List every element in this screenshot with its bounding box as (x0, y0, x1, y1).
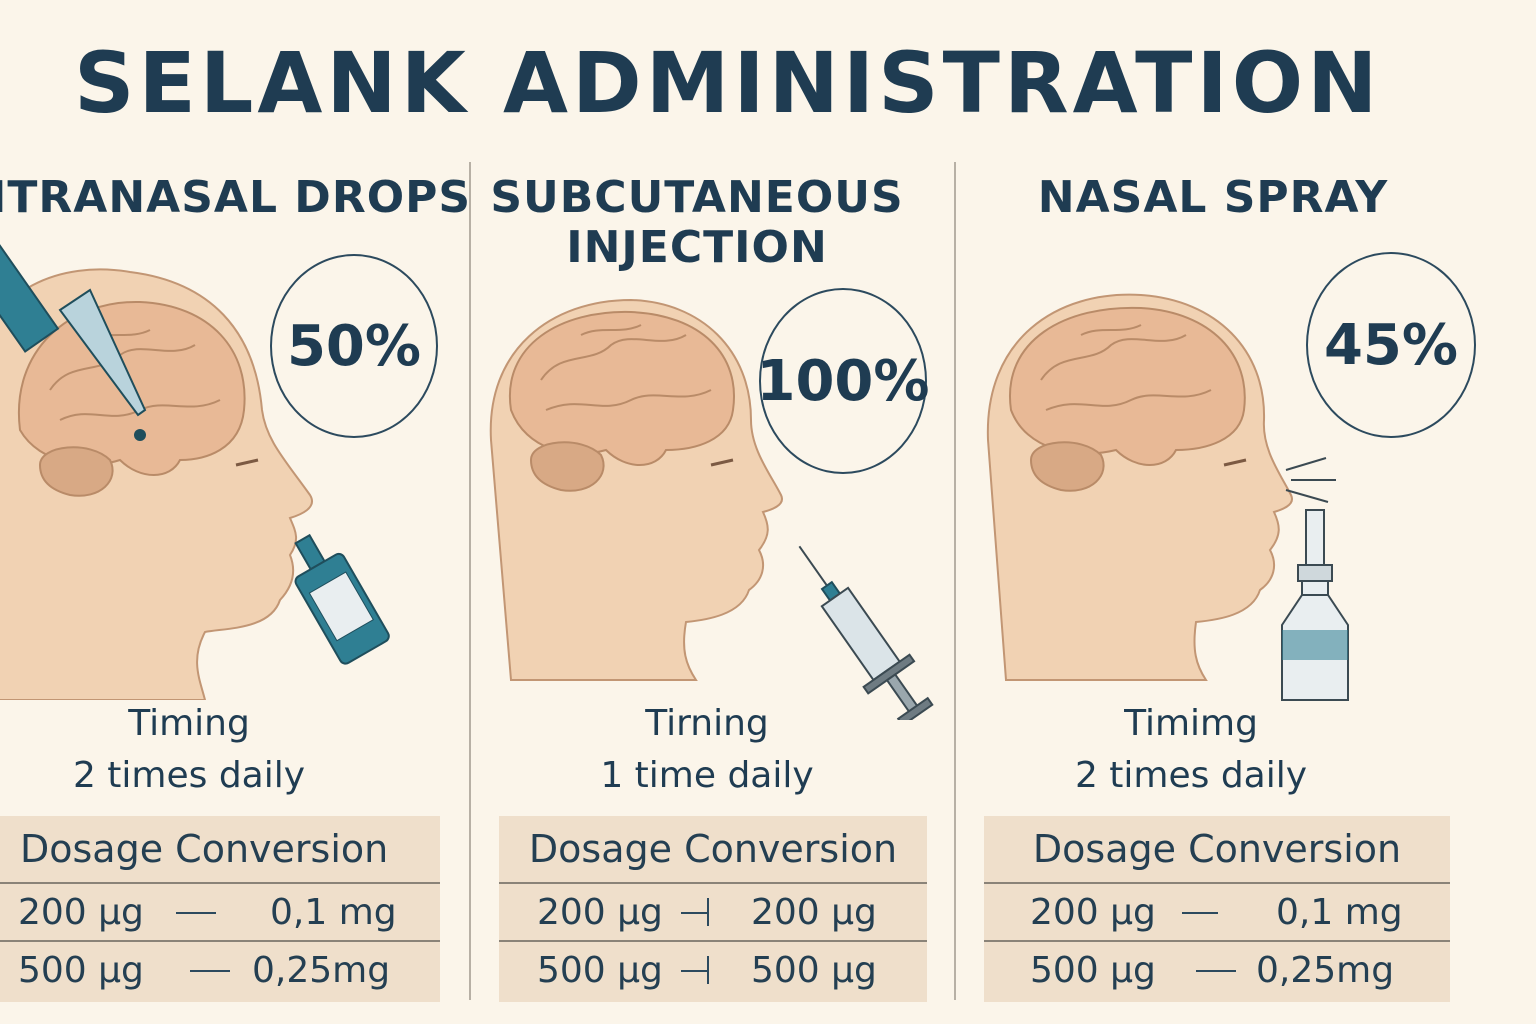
panel-heading-line2: INJECTION (566, 222, 828, 273)
panel-heading: NASAL SPRAY (1037, 172, 1389, 223)
timing-label: Timimg (1124, 703, 1258, 744)
dose-mg: 0,25mg (252, 949, 391, 991)
page-title: SELANK ADMINISTRATION (74, 34, 1382, 132)
syringe-icon (798, 545, 934, 720)
absorption-percent-badge: 45% (1306, 252, 1476, 438)
dose-mcg: 500 µg (1030, 949, 1156, 991)
timing-frequency: 1 time daily (600, 755, 814, 796)
head-profile-illustration (0, 237, 390, 700)
dosage-conversion-table: Dosage Conversion 200 µg 0,1 mg 500 µg 0… (0, 816, 440, 1002)
dose-mcg-equivalent: 200 µg (751, 891, 877, 933)
absorption-percent-badge: 100% (757, 288, 930, 474)
dosage-conversion-table: Dosage Conversion 200 µg 200 µg 500 µg 5… (499, 816, 927, 1002)
dose-mcg: 200 µg (1030, 891, 1156, 933)
timing-frequency: 2 times daily (1074, 755, 1308, 796)
dosage-conversion-header: Dosage Conversion (984, 816, 1450, 884)
divider-2 (954, 162, 956, 1000)
dose-mcg: 500 µg (18, 949, 144, 991)
head-profile-illustration (489, 298, 934, 720)
nasal-spray-icon (1281, 509, 1349, 701)
table-row: 500 µg 0,25mg (0, 940, 440, 998)
dosage-conversion-header: Dosage Conversion (0, 816, 440, 884)
spray-mist-icon (1285, 457, 1336, 503)
timing-label: Tirning (645, 703, 769, 744)
conversion-dash (681, 912, 707, 914)
conversion-tick (707, 956, 709, 984)
panel-heading-line1: SUBCUTANEOUS (490, 172, 904, 223)
conversion-dash (176, 912, 216, 914)
panel-subcutaneous-injection: SUBCUTANEOUS INJECTION 100% Tirning 1 ti… (471, 160, 953, 1010)
conversion-dash (190, 970, 230, 972)
dose-mcg: 500 µg (537, 949, 663, 991)
dropper-icon (0, 237, 147, 441)
divider-1 (469, 162, 471, 1000)
dose-mcg-equivalent: 500 µg (751, 949, 877, 991)
timing-frequency: 2 times daily (72, 755, 306, 796)
drops-bottle-icon (294, 533, 390, 665)
dose-mg: 0,1 mg (1276, 891, 1403, 933)
dose-mcg: 200 µg (18, 891, 144, 933)
dosage-conversion-header: Dosage Conversion (499, 816, 927, 884)
conversion-tick (707, 898, 709, 926)
table-row: 200 µg 200 µg (499, 884, 927, 940)
conversion-dash (1182, 912, 1218, 914)
dose-mcg: 200 µg (537, 891, 663, 933)
conversion-dash (681, 970, 707, 972)
timing-label: Timing (128, 703, 250, 744)
panel-nasal-spray: NASAL SPRAY 45% Timimg 2 times daily Dos… (956, 160, 1536, 1010)
dosage-conversion-table: Dosage Conversion 200 µg 0,1 mg 500 µg 0… (984, 816, 1450, 1002)
table-row: 500 µg 0,25mg (984, 940, 1450, 998)
dose-mg: 0,1 mg (270, 891, 397, 933)
absorption-percent-badge: 50% (270, 254, 438, 438)
panel-heading: ITRANASAL DROPS (0, 172, 468, 223)
table-row: 200 µg 0,1 mg (984, 884, 1450, 940)
table-row: 500 µg 500 µg (499, 940, 927, 998)
conversion-dash (1196, 970, 1236, 972)
table-row: 200 µg 0,1 mg (0, 884, 440, 940)
panel-intranasal-drops: ITRANASAL DROPS 50% Timing 2 times daily… (0, 160, 468, 1010)
head-profile-illustration (986, 293, 1349, 701)
dose-mg: 0,25mg (1256, 949, 1395, 991)
